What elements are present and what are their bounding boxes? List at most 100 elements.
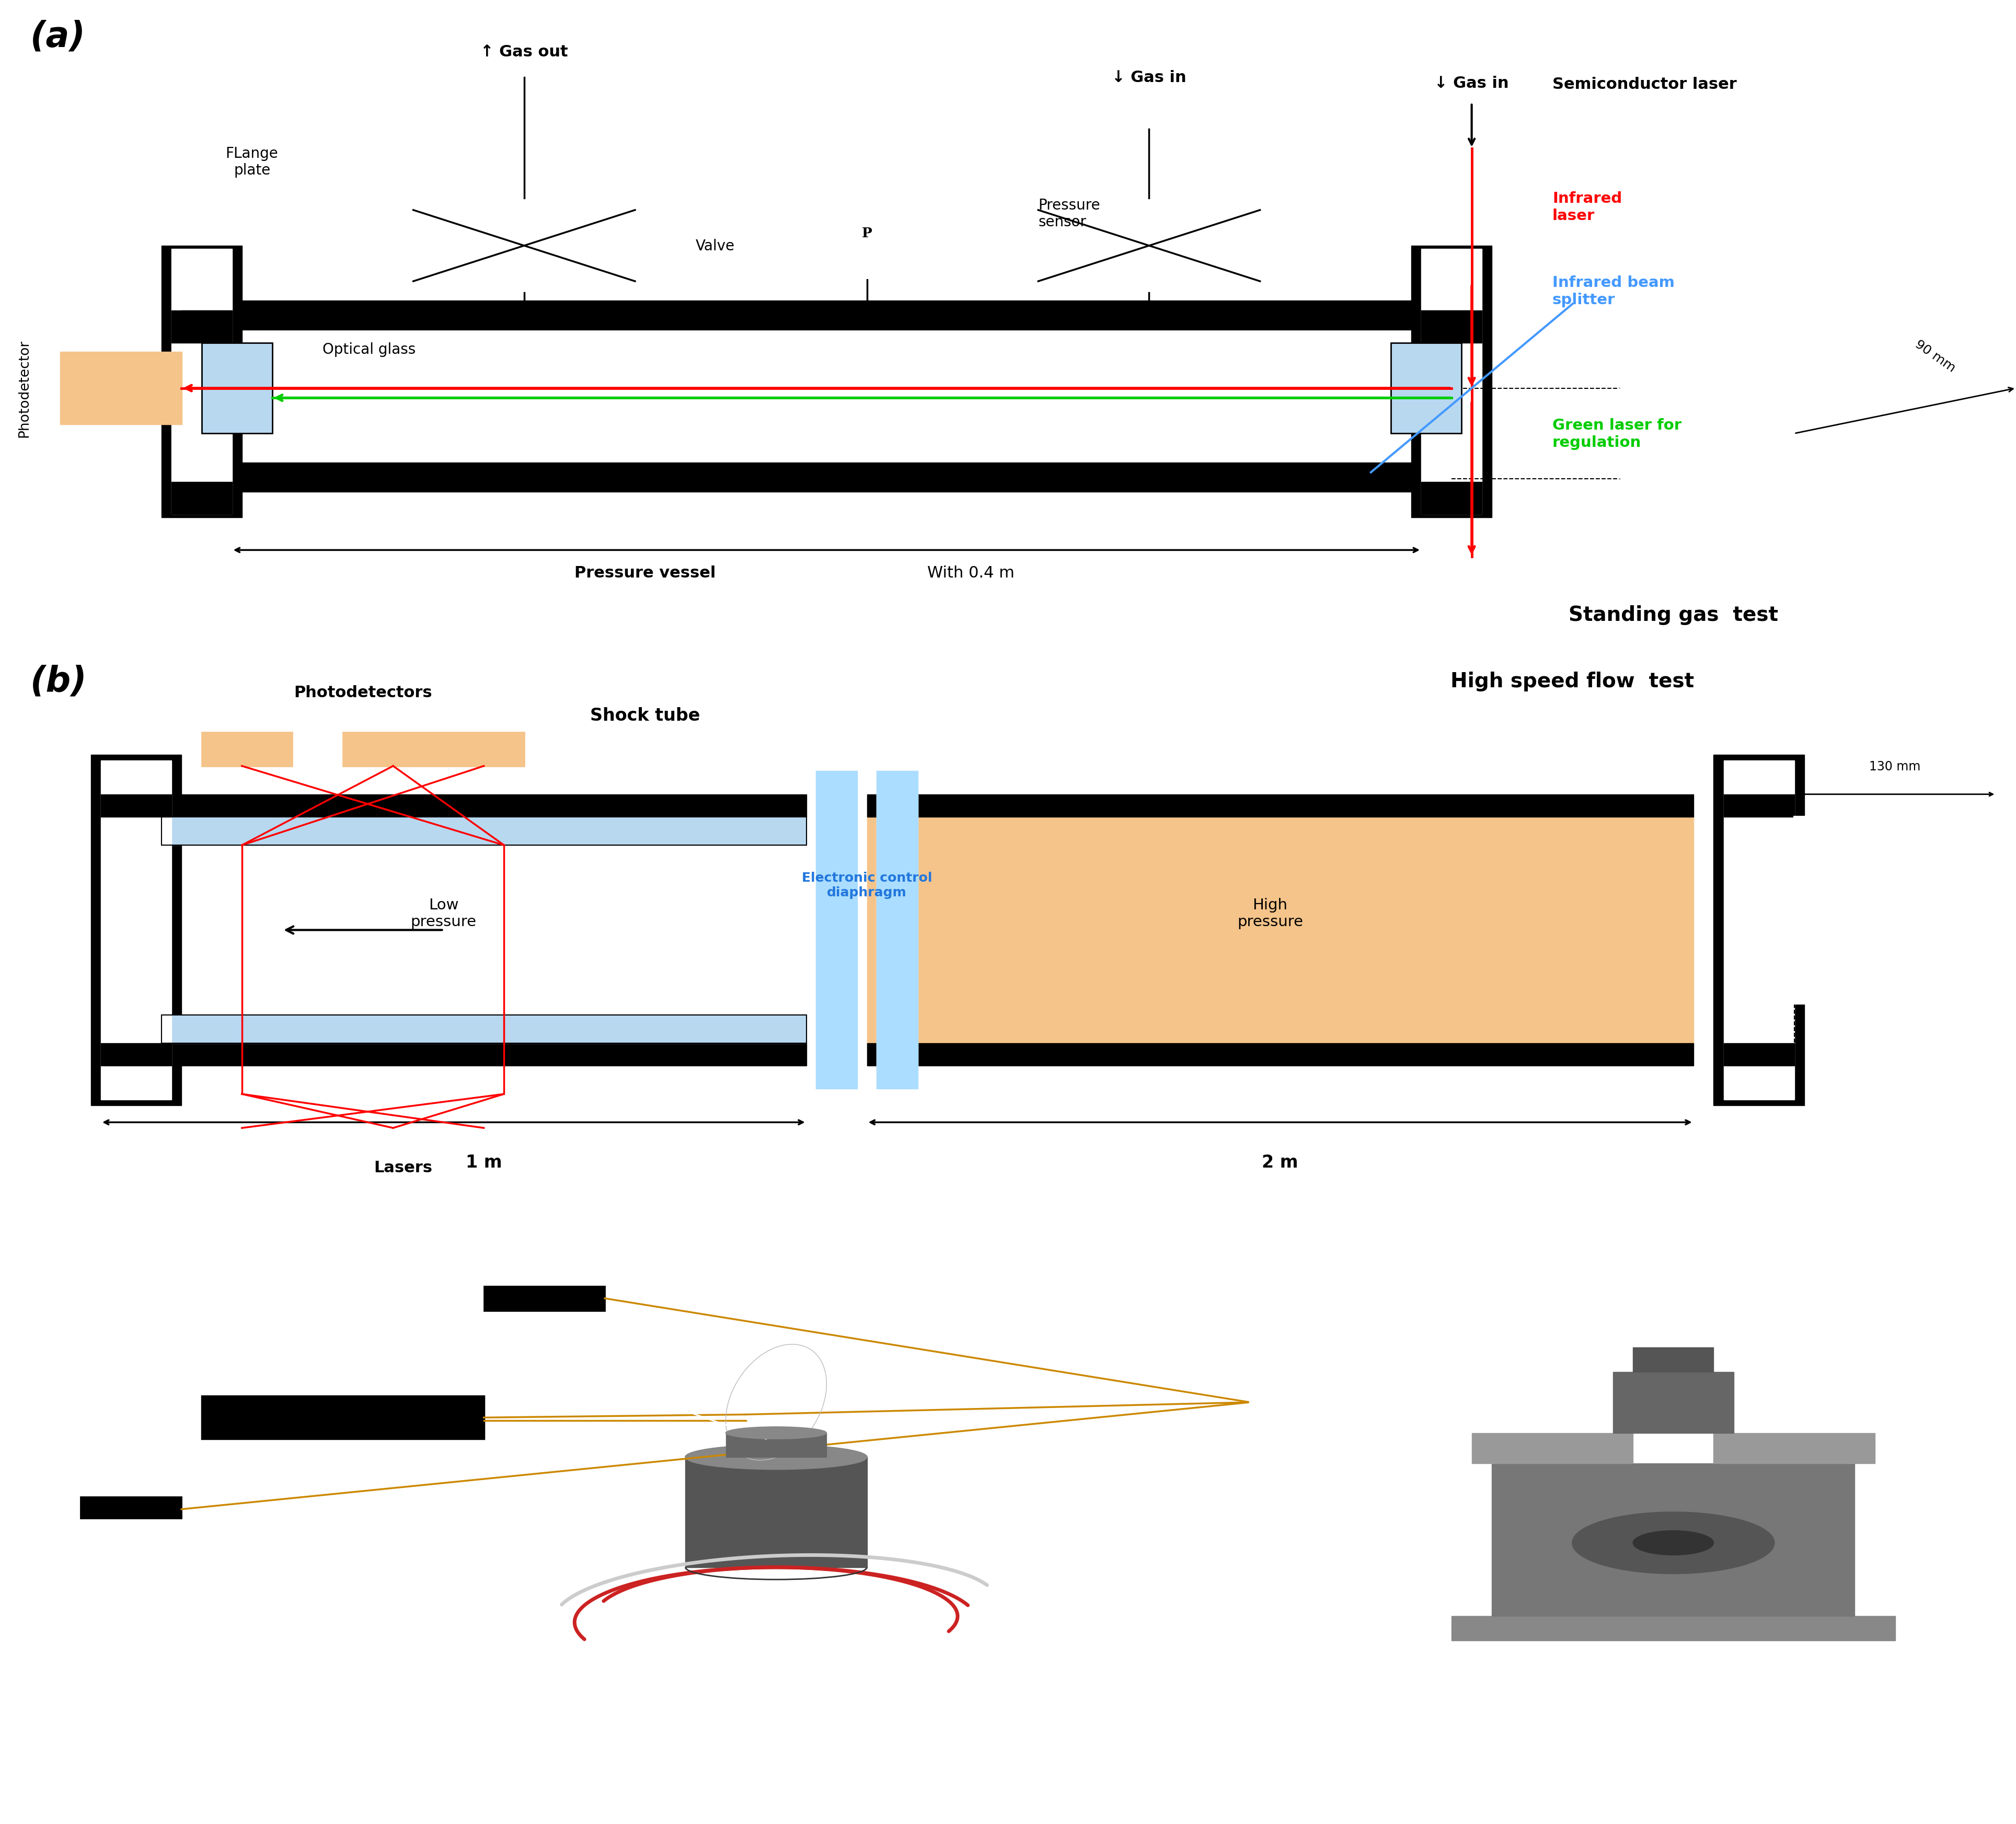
Text: 2 m: 2 m — [1262, 1153, 1298, 1171]
Text: Electronic control
diaphragm: Electronic control diaphragm — [802, 872, 931, 899]
Circle shape — [1008, 201, 1290, 292]
Bar — [161, 1014, 806, 1043]
Text: Pressure vessel: Pressure vessel — [575, 565, 716, 580]
Bar — [484, 1286, 605, 1311]
Text: Green laser for
regulation: Green laser for regulation — [1552, 418, 1681, 451]
Circle shape — [726, 188, 1008, 279]
Bar — [202, 343, 272, 434]
Bar — [877, 772, 917, 1089]
Text: Pressure
sensor: Pressure sensor — [1038, 197, 1101, 230]
Bar — [433, 731, 524, 766]
Bar — [1633, 1348, 1714, 1372]
Bar — [433, 1094, 524, 1127]
Bar — [1421, 485, 1472, 514]
Bar — [867, 817, 1693, 1043]
Text: With 0.4 m: With 0.4 m — [927, 565, 1014, 580]
Bar — [1391, 343, 1462, 434]
Text: Burner: Burner — [927, 1694, 988, 1709]
Text: Infrared beam
splitter: Infrared beam splitter — [1552, 275, 1675, 306]
Bar — [161, 246, 242, 518]
Circle shape — [1572, 363, 2016, 505]
Bar — [1724, 761, 1794, 1100]
Bar — [232, 463, 1421, 492]
Text: Valve: Valve — [696, 239, 734, 254]
Text: Low
pressure: Low pressure — [411, 897, 476, 928]
Text: ↓ Gas in: ↓ Gas in — [1113, 69, 1185, 86]
Bar — [1421, 482, 1482, 514]
Bar — [161, 795, 806, 817]
Bar — [202, 1094, 292, 1127]
Bar — [726, 1434, 827, 1457]
Circle shape — [1633, 1530, 1714, 1556]
Bar — [867, 1043, 1693, 1065]
Bar — [1391, 343, 1462, 434]
Text: (a): (a) — [30, 20, 85, 55]
Bar — [1724, 795, 1794, 817]
Text: CH₄/Air co-flow combustion  test: CH₄/Air co-flow combustion test — [1266, 1233, 1637, 1253]
Bar — [161, 817, 806, 845]
Text: Infrared
laser: Infrared laser — [1552, 192, 1623, 223]
Text: CH₄ →: CH₄ → — [623, 1731, 665, 1746]
Circle shape — [383, 201, 665, 292]
Bar — [1492, 1463, 1855, 1616]
Bar — [1421, 310, 1482, 343]
Bar — [91, 755, 181, 1105]
Bar — [1613, 1372, 1734, 1434]
Bar — [181, 310, 232, 339]
Bar — [816, 772, 857, 1089]
Text: FLange
plate: FLange plate — [226, 146, 278, 177]
Bar — [171, 482, 232, 514]
Text: Semiconductor laser: Semiconductor laser — [1552, 77, 1736, 91]
Bar — [161, 1043, 806, 1065]
Text: Beam splitter
50% : 50%: Beam splitter 50% : 50% — [524, 1341, 613, 1366]
Bar — [1714, 1434, 1875, 1463]
Bar — [60, 352, 181, 425]
Text: 90 mm: 90 mm — [1913, 337, 1958, 374]
Text: Lasers: Lasers — [373, 1160, 433, 1175]
Text: (c): (c) — [40, 1724, 101, 1762]
Text: Optical glass: Optical glass — [323, 343, 415, 358]
Text: Shock tube: Shock tube — [591, 706, 700, 724]
Polygon shape — [726, 1344, 827, 1461]
Text: Reflector: Reflector — [1149, 1310, 1214, 1324]
Bar — [1794, 817, 1996, 1003]
Bar — [1452, 1616, 1895, 1642]
Circle shape — [1572, 1512, 1774, 1574]
Ellipse shape — [726, 1426, 827, 1439]
Bar — [161, 817, 806, 1043]
Bar — [171, 250, 232, 514]
Bar — [1472, 1434, 1633, 1463]
Text: High speed flow  test: High speed flow test — [1452, 671, 1693, 691]
Bar — [101, 761, 171, 1100]
Bar — [343, 731, 433, 766]
Bar — [202, 731, 292, 766]
Bar — [343, 1094, 433, 1127]
Bar — [1714, 755, 1804, 1105]
Bar — [867, 795, 1693, 817]
Bar — [101, 795, 171, 817]
Bar — [101, 1043, 171, 1065]
Text: Standing gas  test: Standing gas test — [1568, 606, 1778, 626]
Bar — [1724, 1043, 1794, 1065]
Text: High
pressure: High pressure — [1238, 897, 1302, 928]
Bar — [1411, 246, 1492, 518]
Bar — [202, 1397, 484, 1439]
Text: P: P — [861, 226, 873, 239]
Bar — [685, 1457, 867, 1567]
Bar — [171, 310, 232, 343]
Bar — [1421, 250, 1482, 514]
Text: (b): (b) — [30, 664, 87, 699]
Text: Air: Air — [736, 1762, 756, 1777]
Bar — [181, 485, 232, 514]
Ellipse shape — [685, 1445, 867, 1470]
Bar — [161, 817, 806, 845]
Bar — [1421, 310, 1472, 339]
Text: Photodetector: Photodetector — [18, 339, 30, 438]
Bar — [232, 330, 1421, 463]
Text: 130 mm: 130 mm — [1869, 761, 1921, 773]
Text: ↑ Gas out: ↑ Gas out — [480, 44, 569, 60]
Text: Photodetector 2#: Photodetector 2# — [20, 1543, 135, 1556]
Text: Flame: Flame — [756, 1222, 816, 1240]
Bar — [877, 772, 917, 1089]
Text: Photodetectors: Photodetectors — [294, 686, 431, 700]
